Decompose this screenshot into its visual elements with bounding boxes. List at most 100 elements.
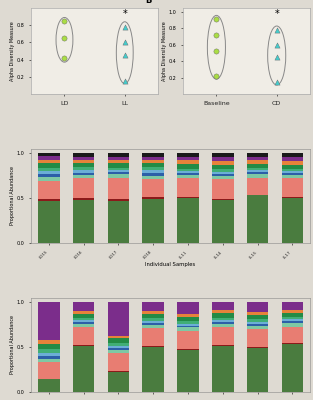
Bar [142,176,164,179]
Bar [177,160,199,164]
Point [62,55,67,61]
Bar [108,343,129,346]
Bar [282,344,303,392]
Bar [177,157,199,160]
Bar [212,313,233,318]
Bar [142,179,164,197]
Bar [177,349,199,350]
Point [274,27,279,33]
Bar [73,157,94,160]
Bar [108,178,129,199]
Bar [282,302,303,310]
Bar [108,338,129,343]
Bar [212,157,233,161]
Bar [282,343,303,344]
Bar [282,321,303,323]
Bar [108,348,129,350]
Bar [142,173,164,176]
Bar [282,153,303,157]
Bar [73,302,94,311]
Bar [73,163,94,167]
Bar [142,199,164,243]
Bar [247,170,269,172]
Bar [142,302,164,311]
Bar [212,346,233,392]
Bar [177,175,199,178]
Bar [73,318,94,320]
Bar [142,153,164,157]
Bar [38,302,59,340]
Text: *: * [122,9,127,19]
Bar [177,164,199,168]
Bar [212,170,233,172]
Bar [73,345,94,346]
Bar [177,324,199,326]
Bar [212,172,233,174]
Text: *: * [274,9,279,19]
Bar [108,153,129,157]
Bar [177,326,199,328]
Bar [282,323,303,326]
Point [274,42,279,48]
Bar [73,328,94,345]
Bar [38,362,59,378]
Bar [108,371,129,372]
Bar [212,174,233,176]
Bar [247,178,269,194]
Bar [177,171,199,173]
Point [62,35,67,41]
Bar [73,178,94,198]
Bar [212,310,233,313]
Bar [108,354,129,371]
Bar [177,317,199,321]
Point [214,16,219,22]
Bar [177,350,199,392]
Bar [212,161,233,165]
Bar [212,324,233,328]
Bar [38,199,59,201]
Bar [108,163,129,168]
Point [214,32,219,38]
Bar [282,171,303,173]
Bar [73,167,94,170]
Bar [212,165,233,170]
Bar [38,378,59,380]
Bar [212,199,233,200]
Bar [38,174,59,177]
Bar [108,346,129,348]
Bar [247,194,269,196]
Bar [108,160,129,163]
Bar [282,165,303,168]
Bar [177,302,199,314]
Bar [247,319,269,322]
Bar [142,311,164,314]
Bar [282,326,303,343]
Bar [282,157,303,161]
Bar [38,153,59,156]
Bar [108,336,129,338]
Bar [177,178,199,197]
Bar [73,200,94,243]
Point [214,48,219,54]
Point [122,39,127,46]
Bar [108,168,129,170]
Point [62,18,67,24]
Bar [247,315,269,319]
Bar [247,153,269,157]
Bar [142,328,164,346]
Bar [177,197,199,198]
Bar [142,323,164,325]
Bar [177,314,199,317]
Bar [38,354,59,356]
Bar [282,313,303,317]
Bar [73,314,94,318]
Bar [142,157,164,160]
Bar [142,197,164,199]
Bar [247,329,269,347]
Bar [142,318,164,321]
Text: B: B [145,0,151,4]
Bar [38,201,59,243]
Bar [247,160,269,164]
Bar [108,199,129,201]
Bar [247,322,269,324]
